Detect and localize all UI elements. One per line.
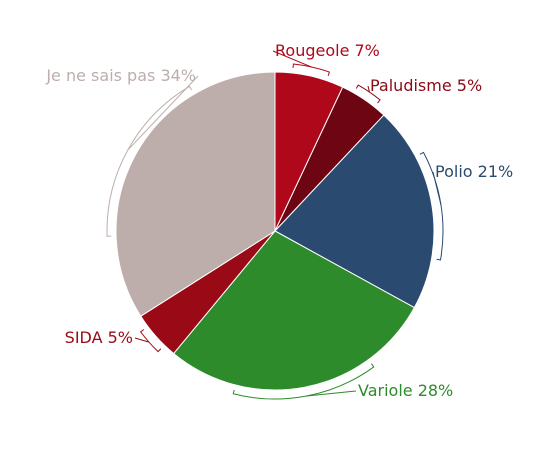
slice-label-variole: Variole 28% [358,381,453,400]
label-leader-je-ne-sais-pas [127,75,199,151]
label-leader-sida [134,337,150,343]
slice-label-polio: Polio 21% [435,162,513,181]
slice-label-rougeole: Rougeole 7% [275,41,380,60]
slice-label-paludisme: Paludisme 5% [370,76,482,95]
label-leader-paludisme [367,85,370,93]
slice-label-sida: SIDA 5% [65,328,133,347]
label-leader-rougeole [272,50,312,68]
pie-slice-variole [172,230,416,391]
label-leader-variole [306,390,357,397]
pie-slice-polio [274,114,435,309]
label-connector-variole [232,363,375,400]
slice-label-je-ne-sais-pas: Je ne sais pas 34% [45,66,196,85]
label-connector-sida [139,329,162,353]
pie-slice-je-ne-sais-pas [115,71,276,317]
label-leader-polio [432,171,442,205]
label-connector-paludisme [355,84,381,104]
